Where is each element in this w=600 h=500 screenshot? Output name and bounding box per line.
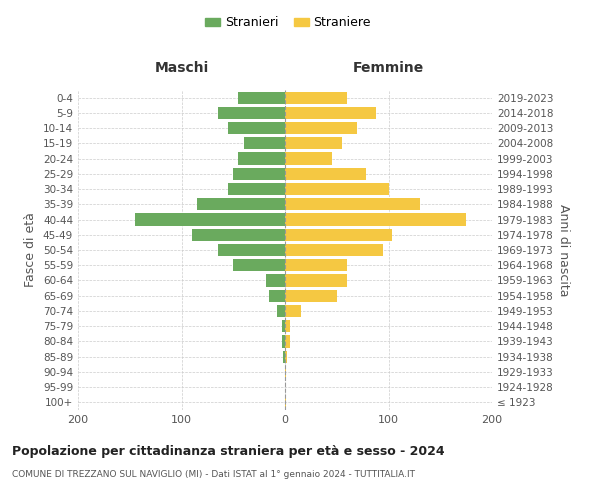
Bar — [238, 152, 285, 164]
Bar — [285, 350, 287, 363]
Bar — [285, 228, 392, 241]
Bar — [244, 137, 285, 149]
Bar — [283, 350, 285, 363]
Bar — [285, 274, 347, 286]
Y-axis label: Fasce di età: Fasce di età — [25, 212, 37, 288]
Bar — [285, 244, 383, 256]
Bar — [285, 320, 290, 332]
Bar — [197, 198, 285, 210]
Bar — [285, 107, 376, 119]
Bar — [285, 396, 286, 408]
Bar — [192, 228, 285, 241]
Text: Maschi: Maschi — [154, 61, 209, 75]
Text: Femmine: Femmine — [353, 61, 424, 75]
Bar — [233, 259, 285, 272]
Bar — [285, 259, 347, 272]
Bar — [285, 168, 366, 180]
Text: Popolazione per cittadinanza straniera per età e sesso - 2024: Popolazione per cittadinanza straniera p… — [12, 445, 445, 458]
Legend: Stranieri, Straniere: Stranieri, Straniere — [200, 11, 376, 34]
Bar — [285, 336, 290, 347]
Bar — [285, 305, 301, 317]
Bar — [277, 305, 285, 317]
Bar — [228, 122, 285, 134]
Bar — [285, 183, 389, 195]
Bar — [285, 137, 342, 149]
Bar — [285, 92, 347, 104]
Bar — [285, 122, 358, 134]
Bar — [266, 274, 285, 286]
Y-axis label: Anni di nascita: Anni di nascita — [557, 204, 570, 296]
Bar — [285, 198, 419, 210]
Bar — [285, 214, 466, 226]
Bar — [269, 290, 285, 302]
Bar — [285, 366, 286, 378]
Bar — [285, 290, 337, 302]
Bar — [282, 336, 285, 347]
Bar — [218, 244, 285, 256]
Bar — [135, 214, 285, 226]
Bar — [238, 92, 285, 104]
Text: COMUNE DI TREZZANO SUL NAVIGLIO (MI) - Dati ISTAT al 1° gennaio 2024 - TUTTITALI: COMUNE DI TREZZANO SUL NAVIGLIO (MI) - D… — [12, 470, 415, 479]
Bar — [218, 107, 285, 119]
Bar — [233, 168, 285, 180]
Bar — [282, 320, 285, 332]
Bar — [228, 183, 285, 195]
Bar — [285, 152, 332, 164]
